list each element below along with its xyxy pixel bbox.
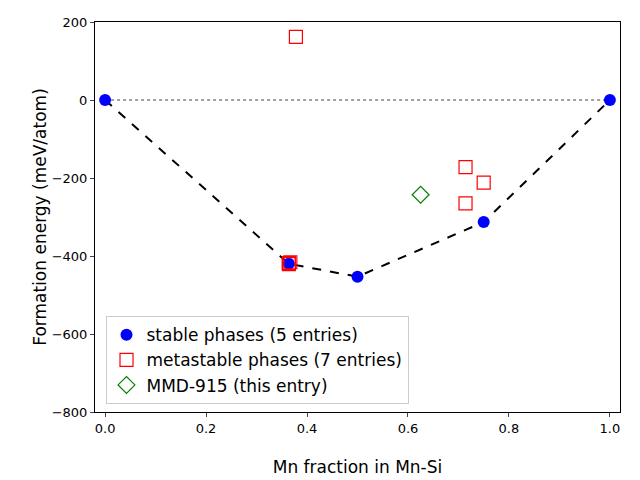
- svg-text:0.0: 0.0: [95, 421, 116, 436]
- svg-text:−600: −600: [52, 327, 88, 342]
- svg-text:−800: −800: [52, 405, 88, 420]
- svg-text:Formation energy (meV/atom): Formation energy (meV/atom): [30, 88, 50, 346]
- svg-text:0: 0: [79, 93, 87, 108]
- svg-text:metastable phases (7 entries): metastable phases (7 entries): [147, 350, 402, 370]
- svg-text:0.8: 0.8: [499, 421, 520, 436]
- svg-text:1.0: 1.0: [600, 421, 621, 436]
- svg-text:MMD-915 (this entry): MMD-915 (this entry): [147, 376, 328, 396]
- svg-text:−200: −200: [52, 171, 88, 186]
- svg-text:0.4: 0.4: [297, 421, 318, 436]
- svg-text:stable phases (5 entries): stable phases (5 entries): [147, 325, 358, 345]
- svg-text:200: 200: [63, 15, 88, 30]
- svg-text:0.6: 0.6: [398, 421, 419, 436]
- svg-text:0.2: 0.2: [196, 421, 217, 436]
- svg-text:−400: −400: [52, 249, 88, 264]
- svg-text:Mn fraction in Mn-Si: Mn fraction in Mn-Si: [273, 457, 443, 477]
